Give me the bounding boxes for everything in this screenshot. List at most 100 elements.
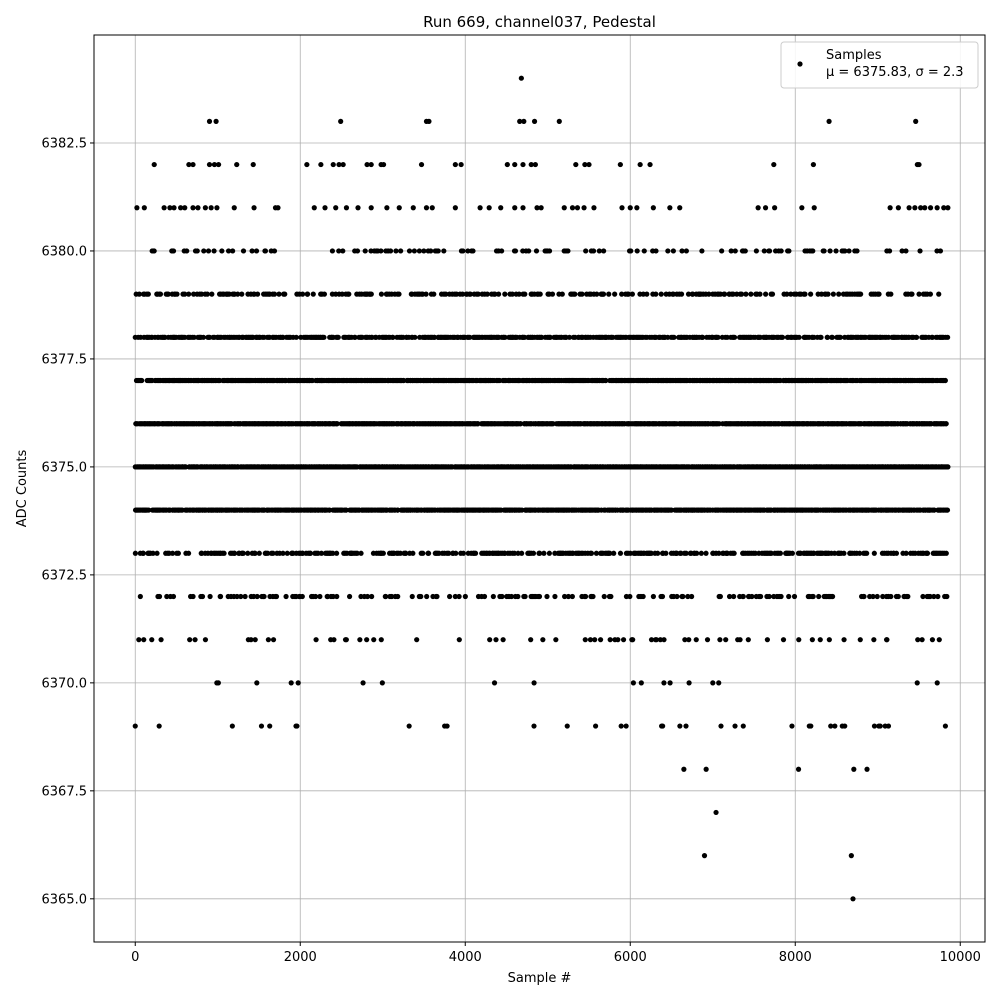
data-point xyxy=(140,550,146,556)
data-point xyxy=(680,593,686,600)
data-point xyxy=(857,637,863,643)
data-point xyxy=(597,637,604,643)
data-point xyxy=(808,723,814,729)
data-point xyxy=(499,248,505,254)
data-point xyxy=(318,161,324,168)
data-point xyxy=(679,248,685,254)
data-point xyxy=(828,723,834,729)
data-point xyxy=(942,377,948,384)
data-point xyxy=(617,550,624,556)
data-point xyxy=(331,637,337,643)
data-point xyxy=(594,291,600,297)
data-point xyxy=(623,723,629,729)
data-point xyxy=(778,248,784,254)
data-point xyxy=(410,550,416,556)
data-point xyxy=(641,248,647,254)
data-point xyxy=(789,723,795,729)
data-point xyxy=(431,291,437,297)
data-point xyxy=(769,291,776,297)
data-point xyxy=(502,291,508,297)
data-point xyxy=(418,161,425,168)
data-point xyxy=(528,161,534,168)
data-point xyxy=(827,248,833,254)
data-point xyxy=(211,161,218,168)
data-point xyxy=(477,205,483,211)
data-point xyxy=(653,637,660,643)
data-point xyxy=(165,291,171,297)
data-point xyxy=(749,593,755,600)
x-tick-label: 8000 xyxy=(779,950,812,965)
data-point xyxy=(231,550,238,556)
data-point xyxy=(796,637,802,643)
data-point xyxy=(414,637,420,643)
data-point xyxy=(304,291,311,297)
data-point xyxy=(931,507,937,513)
data-point xyxy=(418,593,424,600)
data-point xyxy=(409,593,415,600)
data-point xyxy=(634,248,640,254)
data-point xyxy=(903,248,909,254)
data-point xyxy=(864,550,870,556)
x-tick-label: 6000 xyxy=(614,950,647,965)
data-point xyxy=(252,550,258,556)
data-point xyxy=(171,205,177,211)
data-point xyxy=(916,161,922,168)
data-point xyxy=(396,205,402,211)
data-point xyxy=(619,291,625,297)
data-point xyxy=(918,205,924,211)
data-point xyxy=(378,248,384,254)
data-point xyxy=(913,118,919,124)
data-point xyxy=(307,550,314,556)
data-point xyxy=(912,205,918,211)
data-point xyxy=(393,248,399,254)
data-point xyxy=(799,205,805,211)
data-point xyxy=(842,248,848,254)
data-point xyxy=(512,205,518,211)
data-point xyxy=(169,550,176,556)
data-point xyxy=(406,248,413,254)
data-point xyxy=(192,637,198,643)
data-point xyxy=(606,291,612,297)
data-point xyxy=(562,593,568,600)
data-point xyxy=(887,205,893,211)
data-point xyxy=(876,291,882,297)
data-point xyxy=(885,723,892,729)
data-point xyxy=(354,550,360,556)
data-point xyxy=(922,205,928,211)
data-point xyxy=(174,291,180,297)
data-point xyxy=(778,593,784,600)
data-point xyxy=(552,593,558,600)
data-point xyxy=(242,593,248,600)
data-point xyxy=(343,507,349,513)
data-point xyxy=(249,248,255,254)
data-point xyxy=(141,637,147,643)
data-point xyxy=(771,161,777,168)
data-point xyxy=(603,377,609,384)
data-point xyxy=(619,205,625,211)
y-tick-label: 6377.5 xyxy=(42,352,88,367)
data-point xyxy=(905,593,911,600)
y-tick-label: 6372.5 xyxy=(42,568,88,583)
data-point xyxy=(653,291,659,297)
data-point xyxy=(931,593,937,600)
data-point xyxy=(134,205,140,211)
data-point xyxy=(500,637,506,643)
data-point xyxy=(310,291,316,297)
data-point xyxy=(659,593,666,600)
data-point xyxy=(195,205,201,211)
data-point xyxy=(312,593,319,600)
data-point xyxy=(465,248,471,254)
data-point xyxy=(518,421,524,427)
data-point xyxy=(732,723,738,729)
data-point xyxy=(205,248,212,254)
data-point xyxy=(334,593,340,600)
data-point xyxy=(304,161,310,168)
data-point xyxy=(553,637,559,643)
data-point xyxy=(431,334,438,340)
data-point xyxy=(313,637,319,643)
data-point xyxy=(265,637,271,643)
data-point xyxy=(607,550,613,556)
data-point xyxy=(895,205,901,211)
data-point xyxy=(340,248,346,254)
data-point xyxy=(498,205,504,211)
